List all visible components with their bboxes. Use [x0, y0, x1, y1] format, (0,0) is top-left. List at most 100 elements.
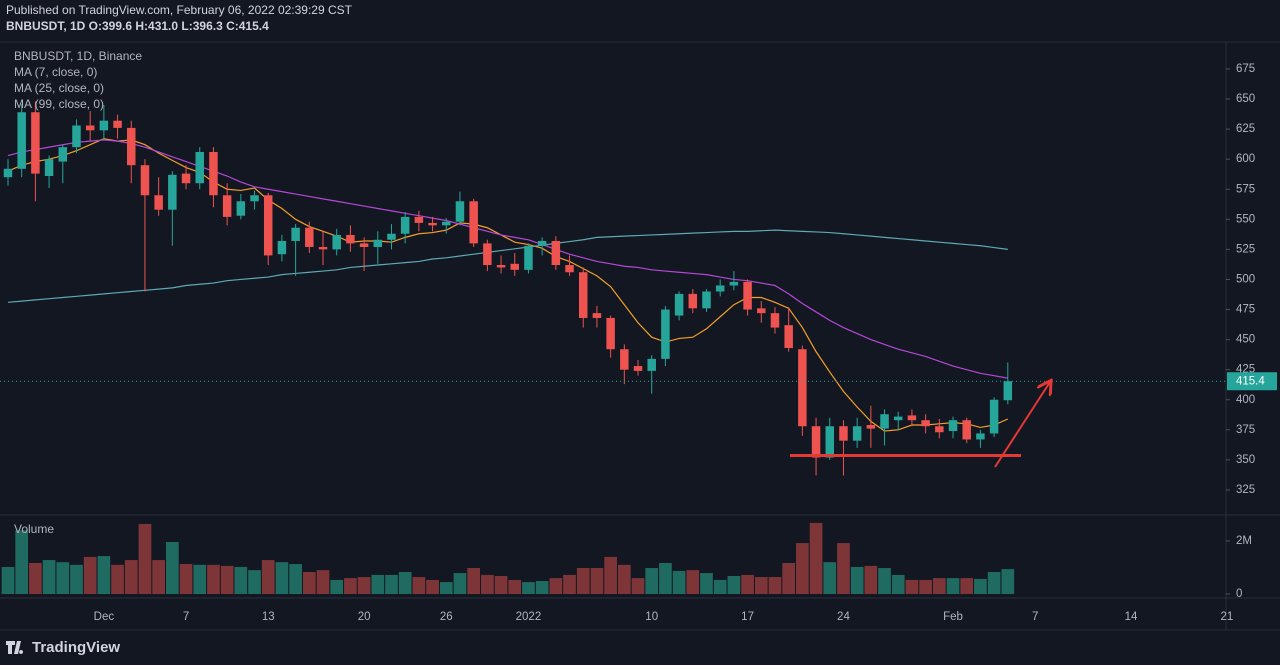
candle-body	[113, 120, 122, 128]
candle-body	[839, 426, 848, 441]
volume-tick-label: 0	[1236, 588, 1242, 600]
volume-bar	[891, 574, 905, 595]
volume-bar	[659, 562, 672, 595]
volume-bar	[604, 556, 617, 595]
volume-bar	[645, 568, 659, 595]
candle-body	[140, 165, 150, 196]
candle-body	[291, 227, 300, 241]
volume-bar	[576, 568, 590, 595]
candle-body	[948, 420, 958, 432]
volume-bar	[864, 565, 878, 595]
volume-bar	[837, 543, 850, 595]
candle-body	[935, 426, 944, 433]
volume-bar	[467, 568, 481, 595]
candle-body	[222, 195, 232, 217]
y-tick-label: 475	[1236, 304, 1255, 316]
candle-body	[578, 272, 588, 318]
volume-bar	[768, 577, 782, 595]
volume-bar	[974, 578, 987, 595]
plot-area	[0, 101, 1226, 595]
volume-bar	[357, 577, 371, 595]
volume-bar	[344, 578, 357, 595]
candle-body	[209, 151, 218, 196]
candle-body	[606, 317, 615, 350]
brand: TradingView	[6, 639, 120, 656]
volume-bar	[234, 566, 248, 595]
y-tick-label: 400	[1236, 394, 1255, 406]
volume-bar	[522, 582, 535, 595]
candle-body	[387, 233, 396, 240]
y-tick-label: 625	[1236, 123, 1255, 135]
volume-label: Volume	[14, 522, 54, 536]
volume-bar	[289, 564, 302, 595]
volume-bar	[590, 568, 604, 595]
volume-bar	[152, 560, 166, 595]
volume-bar	[809, 522, 823, 595]
x-tick-label: 20	[358, 611, 371, 623]
candle-body	[565, 265, 574, 273]
candle-body	[496, 265, 506, 268]
candle-body	[99, 120, 109, 131]
volume-bar	[330, 579, 344, 595]
volume-bar	[754, 577, 768, 595]
volume-bar	[700, 573, 713, 595]
candle-body	[702, 291, 711, 309]
candle-body	[551, 240, 561, 266]
volume-bar	[179, 564, 193, 595]
candle-body	[127, 127, 136, 166]
candle-body	[907, 415, 917, 421]
volume-bar	[727, 575, 741, 595]
candle-body	[483, 243, 492, 266]
volume-bar	[686, 570, 700, 595]
volume-bar	[535, 581, 549, 595]
candle-body	[250, 195, 259, 202]
volume-bar	[275, 562, 289, 595]
candle-body	[674, 293, 684, 316]
volume-bar	[932, 578, 946, 595]
volume-tick-label: 2M	[1236, 535, 1252, 547]
candle-body	[757, 308, 766, 314]
y-tick-label: 575	[1236, 183, 1255, 195]
volume-bar	[1001, 569, 1015, 595]
candle-body	[989, 399, 999, 434]
volume-bar	[919, 579, 932, 595]
volume-bar	[946, 578, 960, 595]
volume-bar	[111, 564, 124, 595]
candle-body	[17, 112, 26, 169]
published-line: Published on TradingView.com, February 0…	[6, 3, 353, 17]
y-tick-label: 450	[1236, 334, 1255, 346]
last-price-label: 415.4	[1236, 375, 1265, 387]
volume-bar	[261, 560, 275, 595]
volume-bar	[672, 570, 686, 595]
candle-body	[332, 234, 341, 250]
volume-bar	[56, 562, 70, 595]
candle-body	[400, 216, 410, 234]
x-tick-label: Dec	[94, 611, 115, 623]
volume-bar	[138, 523, 152, 595]
logo	[6, 641, 24, 654]
legend-title: BNBUSDT, 1D, Binance	[14, 49, 142, 63]
ma-line	[7, 229, 1008, 303]
volume-bar	[83, 556, 97, 595]
candle-body	[661, 309, 670, 359]
volume-bar	[193, 564, 207, 595]
candle-body	[866, 425, 876, 429]
candle-body	[852, 426, 862, 441]
candle-body	[729, 281, 739, 286]
y-tick-label: 350	[1236, 454, 1255, 466]
volume-bar	[426, 579, 439, 595]
volume-bar	[494, 575, 508, 595]
candle-body	[825, 426, 835, 458]
x-tick-label: 14	[1125, 611, 1138, 623]
y-tick-label: 525	[1236, 243, 1255, 255]
volume-bar	[398, 571, 412, 595]
volume-bar	[70, 564, 83, 595]
volume-bar	[453, 573, 467, 595]
y-tick-label: 600	[1236, 153, 1255, 165]
volume-bar	[207, 564, 220, 595]
volume-bar	[796, 543, 809, 595]
volume-bar	[508, 579, 522, 595]
x-tick-label: 24	[837, 611, 850, 623]
drawings	[790, 382, 1050, 468]
